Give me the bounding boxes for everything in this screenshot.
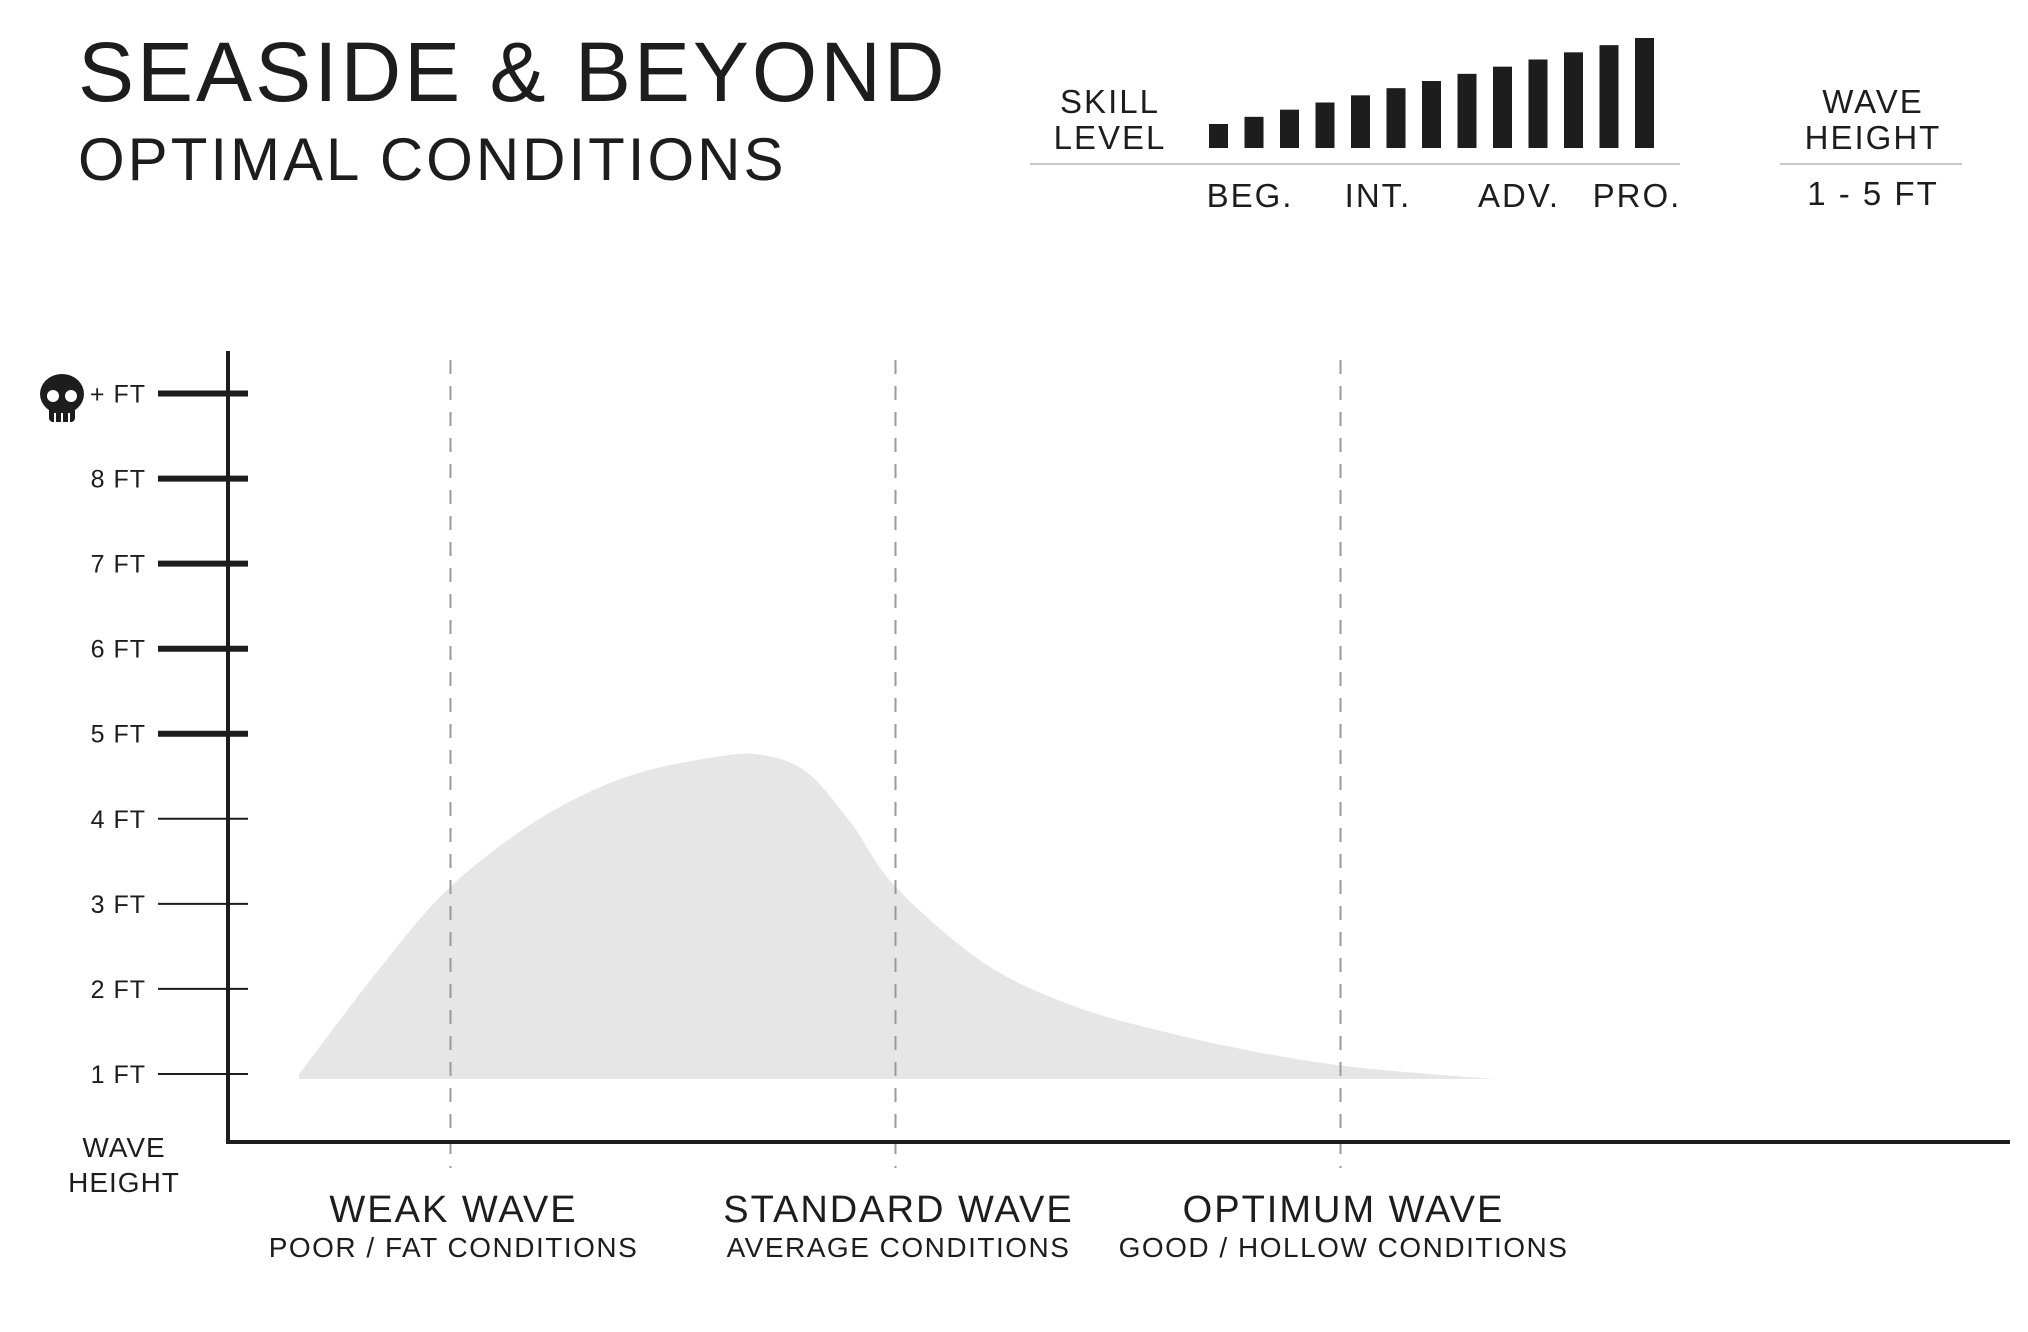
- skill-level-panel: SKILL LEVEL BEG. INT. ADV. PRO.: [1030, 38, 1682, 214]
- skill-level-int: INT.: [1345, 177, 1412, 214]
- skill-label-line2: LEVEL: [1054, 119, 1167, 156]
- skill-bar: [1315, 102, 1335, 148]
- y-tick-label: 7 FT: [91, 551, 146, 579]
- skill-bar: [1635, 38, 1654, 148]
- wave-height-label-line2: HEIGHT: [1805, 119, 1942, 156]
- skill-bar: [1564, 52, 1583, 149]
- skill-level-adv: ADV.: [1478, 177, 1560, 214]
- category-sublabel: GOOD / HOLLOW CONDITIONS: [1119, 1232, 1569, 1263]
- y-tick-label: 3 FT: [91, 891, 146, 919]
- y-tick-label: 8 FT: [91, 466, 146, 494]
- y-tick-label: 5 FT: [91, 721, 146, 749]
- category-sublabel: AVERAGE CONDITIONS: [727, 1232, 1071, 1263]
- y-tick-label: 2 FT: [91, 976, 146, 1004]
- skill-bar: [1457, 73, 1477, 148]
- skill-bars: [1209, 38, 1654, 149]
- wave-height-value: 1 - 5 FT: [1807, 175, 1939, 212]
- skill-bar: [1422, 81, 1441, 148]
- y-tick-label: + FT: [90, 381, 146, 409]
- wave-height-label-line1: WAVE: [1822, 83, 1924, 120]
- skill-bar: [1244, 116, 1264, 148]
- y-tick-label: 1 FT: [91, 1061, 146, 1089]
- y-axis-label-line1: WAVE: [82, 1132, 165, 1163]
- category-label: WEAK WAVE: [329, 1189, 577, 1231]
- skull-icon: [40, 374, 84, 422]
- skill-level-beg: BEG.: [1207, 177, 1294, 214]
- skill-level-pro: PRO.: [1593, 177, 1682, 214]
- skill-bar: [1209, 124, 1228, 148]
- category-label: OPTIMUM WAVE: [1183, 1189, 1505, 1231]
- y-tick-label: 4 FT: [91, 806, 146, 834]
- page-subtitle: OPTIMAL CONDITIONS: [78, 126, 787, 193]
- category-label: STANDARD WAVE: [723, 1189, 1073, 1231]
- y-tick-label: 6 FT: [91, 636, 146, 664]
- skill-bar: [1351, 95, 1370, 148]
- skill-bar: [1386, 88, 1406, 148]
- skill-bar: [1599, 45, 1619, 148]
- skill-bar: [1528, 59, 1548, 148]
- page-title: SEASIDE & BEYOND: [78, 25, 948, 119]
- y-axis-ticks: 1 FT 2 FT 3 FT 4 FT 5 FT 6 FT 7 FT 8 FT + FT: [90, 381, 248, 1089]
- y-axis-label-line2: HEIGHT: [68, 1167, 180, 1198]
- wave-range-area: [299, 753, 1497, 1080]
- category-sublabel: POOR / FAT CONDITIONS: [269, 1232, 639, 1263]
- plot-area: 1 FT 2 FT 3 FT 4 FT 5 FT 6 FT 7 FT 8 FT + FT WAV…: [40, 351, 2010, 1263]
- skill-bar: [1493, 66, 1512, 148]
- category-dividers: [449, 360, 1342, 1168]
- skill-bar: [1280, 109, 1299, 148]
- skill-label-line1: SKILL: [1060, 83, 1160, 120]
- wave-height-panel: WAVE HEIGHT 1 - 5 FT: [1780, 83, 1962, 212]
